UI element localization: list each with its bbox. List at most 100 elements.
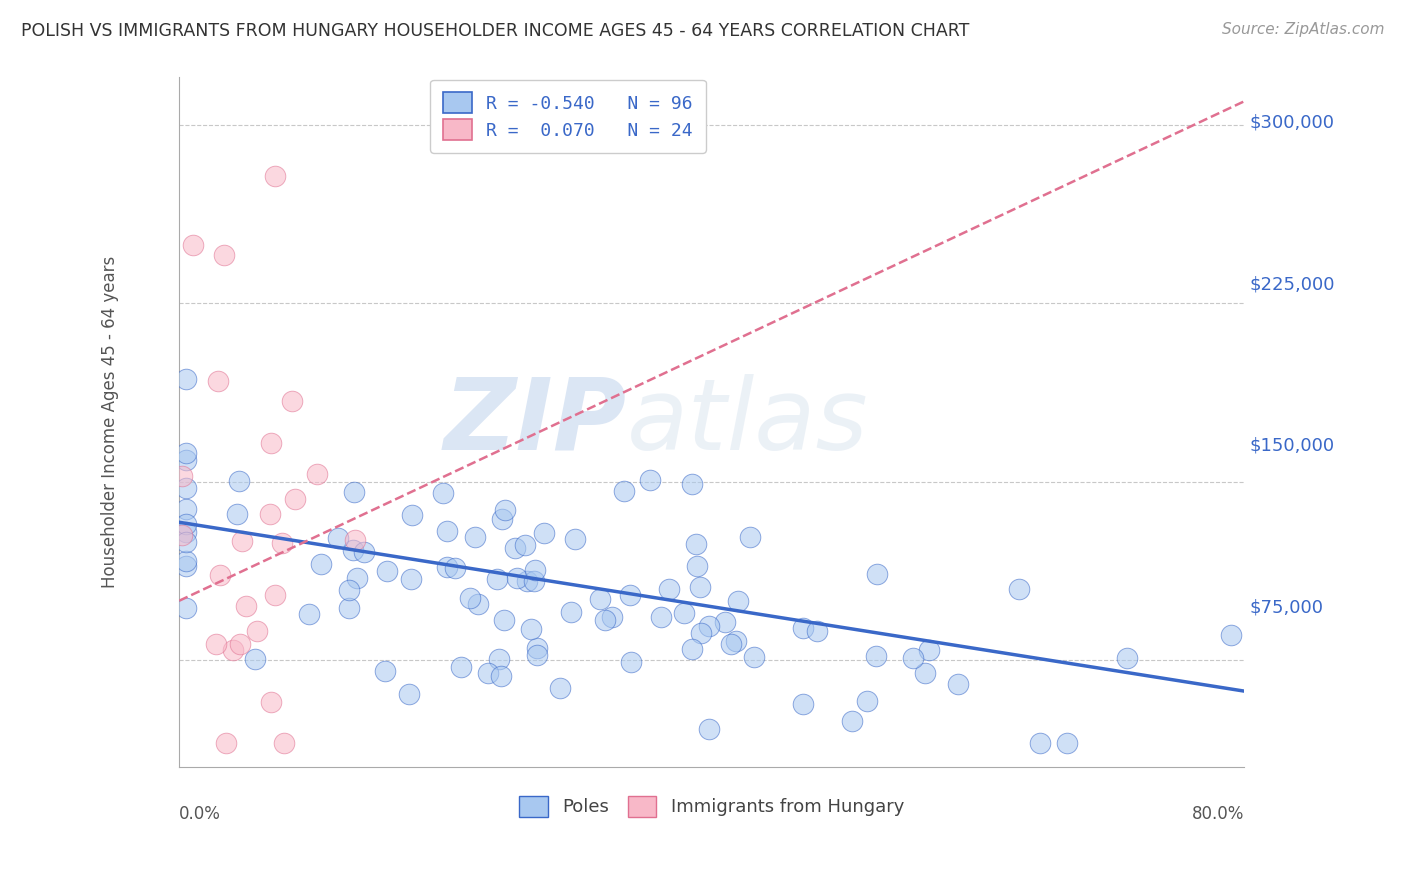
Point [398,687,420,701]
Text: Householder Income Ages 45 - 64 years: Householder Income Ages 45 - 64 years [101,256,120,589]
Point [170,468,193,483]
Point [505,571,527,585]
Text: ZIP: ZIP [443,374,627,471]
Point [488,652,510,666]
Point [685,537,707,551]
Point [243,651,266,665]
Point [326,531,349,545]
Point [450,660,472,674]
Point [727,594,749,608]
Point [339,601,361,615]
Point [520,622,543,636]
Point [215,736,238,750]
Point [205,637,228,651]
Point [486,572,509,586]
Point [866,566,889,581]
Point [806,624,828,638]
Point [174,600,197,615]
Point [259,507,281,521]
Point [533,525,555,540]
Point [174,372,197,386]
Point [343,533,366,547]
Point [526,641,548,656]
Point [225,508,247,522]
Point [246,624,269,638]
Point [602,610,624,624]
Point [181,237,204,252]
Point [620,655,643,669]
Legend: Poles, Immigrants from Hungary: Poles, Immigrants from Hungary [512,789,911,824]
Point [638,473,661,487]
Point [686,559,709,574]
Point [619,588,641,602]
Point [1220,628,1243,642]
Point [270,536,292,550]
Point [353,544,375,558]
Point [1116,651,1139,665]
Point [401,508,423,522]
Point [174,516,197,531]
Point [464,530,486,544]
Point [491,512,513,526]
Point [1029,736,1052,750]
Point [221,642,243,657]
Point [235,599,257,614]
Point [343,485,366,500]
Point [174,501,197,516]
Point [588,591,610,606]
Point [742,650,765,665]
Point [212,247,235,261]
Point [174,554,197,568]
Point [489,669,512,683]
Point [524,563,547,577]
Point [548,681,571,695]
Point [713,615,735,629]
Point [273,736,295,750]
Point [841,714,863,728]
Point [307,467,329,481]
Point [523,574,546,588]
Point [373,664,395,678]
Point [650,610,672,624]
Point [681,641,703,656]
Point [725,633,748,648]
Point [264,588,287,602]
Point [865,649,887,664]
Point [399,573,422,587]
Point [593,613,616,627]
Point [856,694,879,708]
Point [174,558,197,573]
Point [901,650,924,665]
Point [259,435,281,450]
Point [432,485,454,500]
Point [460,591,482,606]
Point [914,666,936,681]
Point [720,637,742,651]
Point [1056,736,1078,750]
Point [613,483,636,498]
Point [309,557,332,571]
Point [494,503,516,517]
Point [174,481,197,495]
Point [337,583,360,598]
Point [1008,582,1031,597]
Text: POLISH VS IMMIGRANTS FROM HUNGARY HOUSEHOLDER INCOME AGES 45 - 64 YEARS CORRELAT: POLISH VS IMMIGRANTS FROM HUNGARY HOUSEH… [21,22,970,40]
Point [263,169,285,184]
Point [346,571,368,585]
Point [260,695,283,709]
Point [681,476,703,491]
Point [697,619,720,633]
Point [207,374,229,388]
Point [946,676,969,690]
Point [174,453,197,467]
Point [208,568,231,582]
Point [560,606,582,620]
Point [174,535,197,549]
Point [503,541,526,556]
Point [738,530,761,544]
Point [513,538,536,552]
Point [174,524,197,539]
Point [229,637,252,651]
Point [231,534,253,549]
Point [564,532,586,546]
